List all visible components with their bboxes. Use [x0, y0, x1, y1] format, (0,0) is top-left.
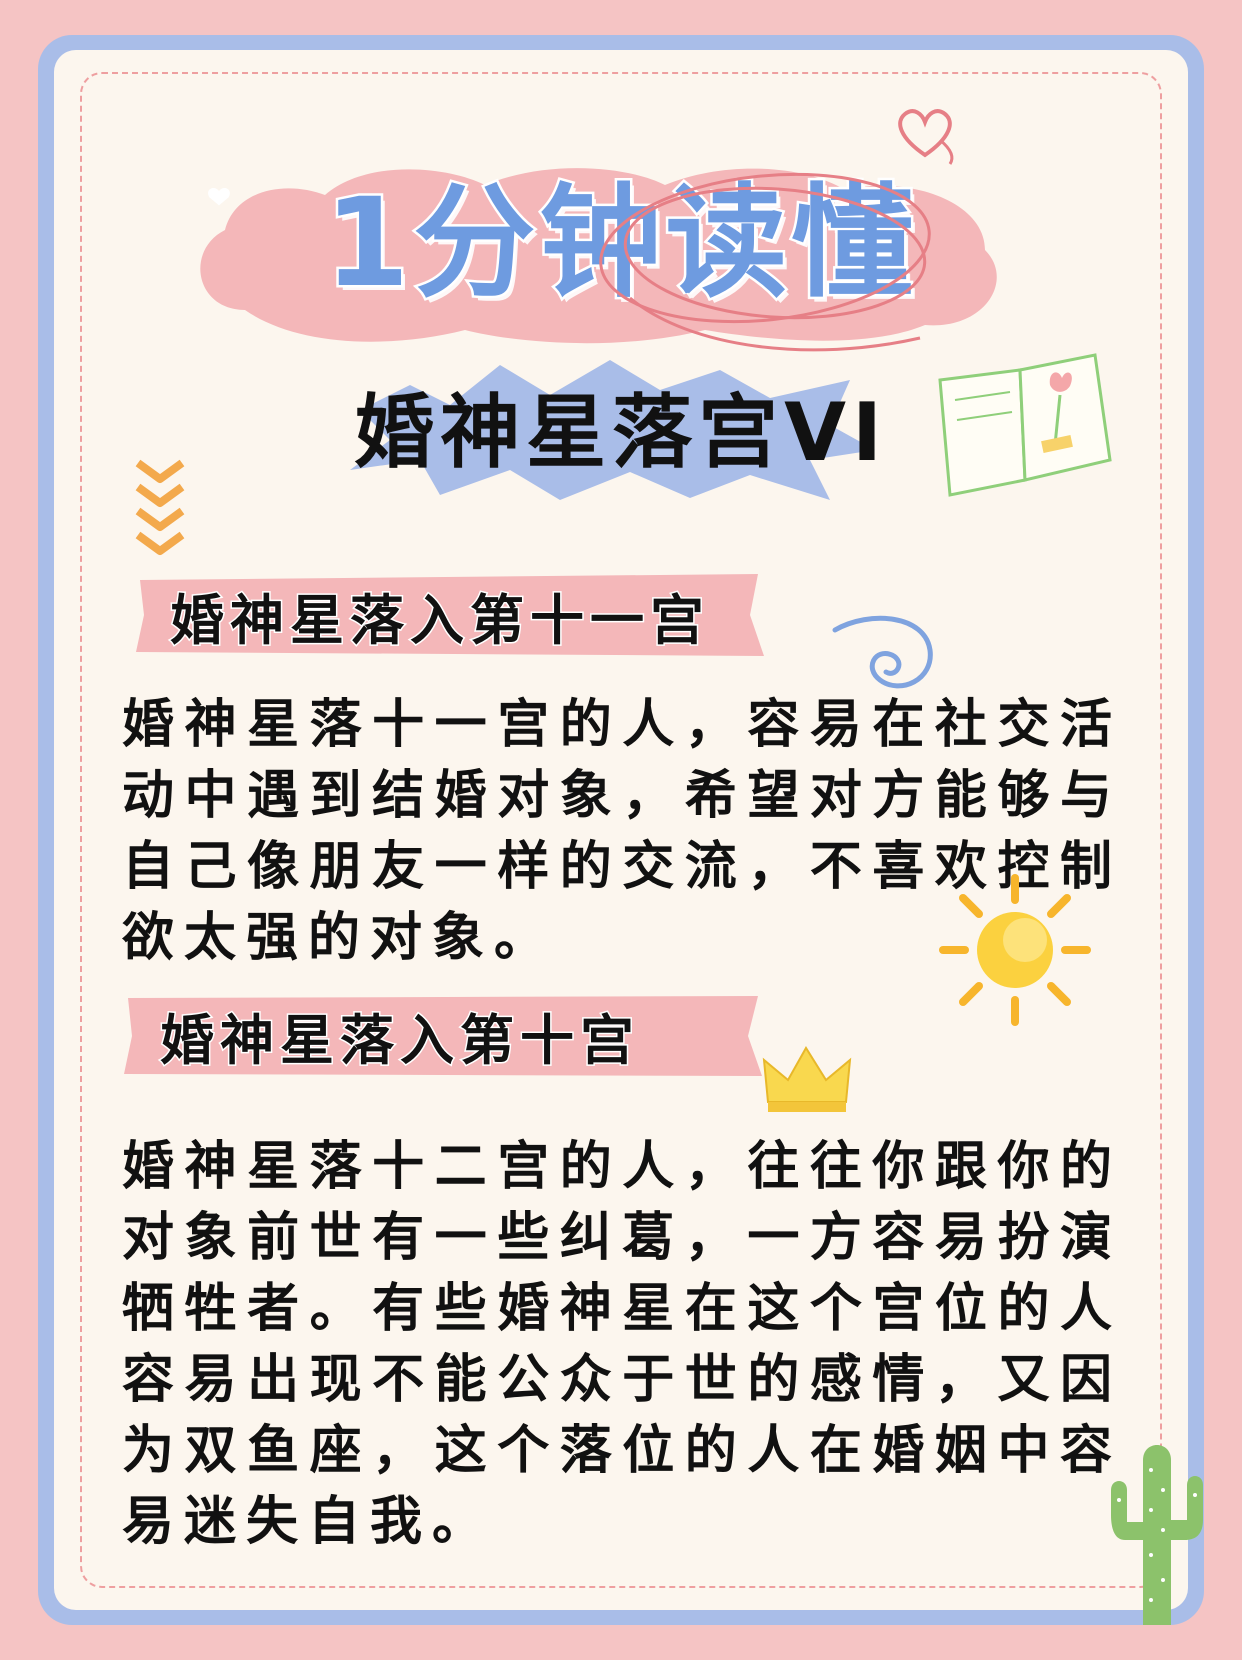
section-heading: 婚神星落入第十一宫: [169, 587, 710, 653]
section-heading-banner: 婚神星落入第十宫: [118, 990, 768, 1080]
section-body: 婚神星落十一宫的人，容易在社交活动中遇到结婚对象，希望对方能够与自己像朋友一样的…: [122, 695, 1122, 968]
swirl-icon: [832, 615, 933, 689]
title-cloud-shape: [200, 168, 997, 344]
section-heading: 婚神星落入第十宫: [159, 1007, 640, 1073]
page-title: 1分钟读懂: [322, 172, 918, 314]
cactus-icon: [1111, 1445, 1203, 1625]
crown-icon: [762, 1046, 852, 1112]
heart-icon: [898, 109, 954, 165]
subtitle-burst-shape: [350, 360, 875, 500]
section-body: 婚神星落十二宫的人，往往你跟你的对象前世有一些纠葛，一方容易扮演牺牲者。有些婚神…: [122, 1137, 1122, 1552]
page-subtitle: 婚神星落宫VI: [354, 386, 888, 479]
sun-icon: [939, 874, 1091, 1026]
circle-scribble: [599, 172, 931, 352]
dashed-border: [80, 72, 1162, 1588]
chevron-down-icon: [135, 459, 185, 555]
book-icon: [938, 353, 1112, 497]
section-heading-banner: 婚神星落入第十一宫: [128, 570, 768, 660]
